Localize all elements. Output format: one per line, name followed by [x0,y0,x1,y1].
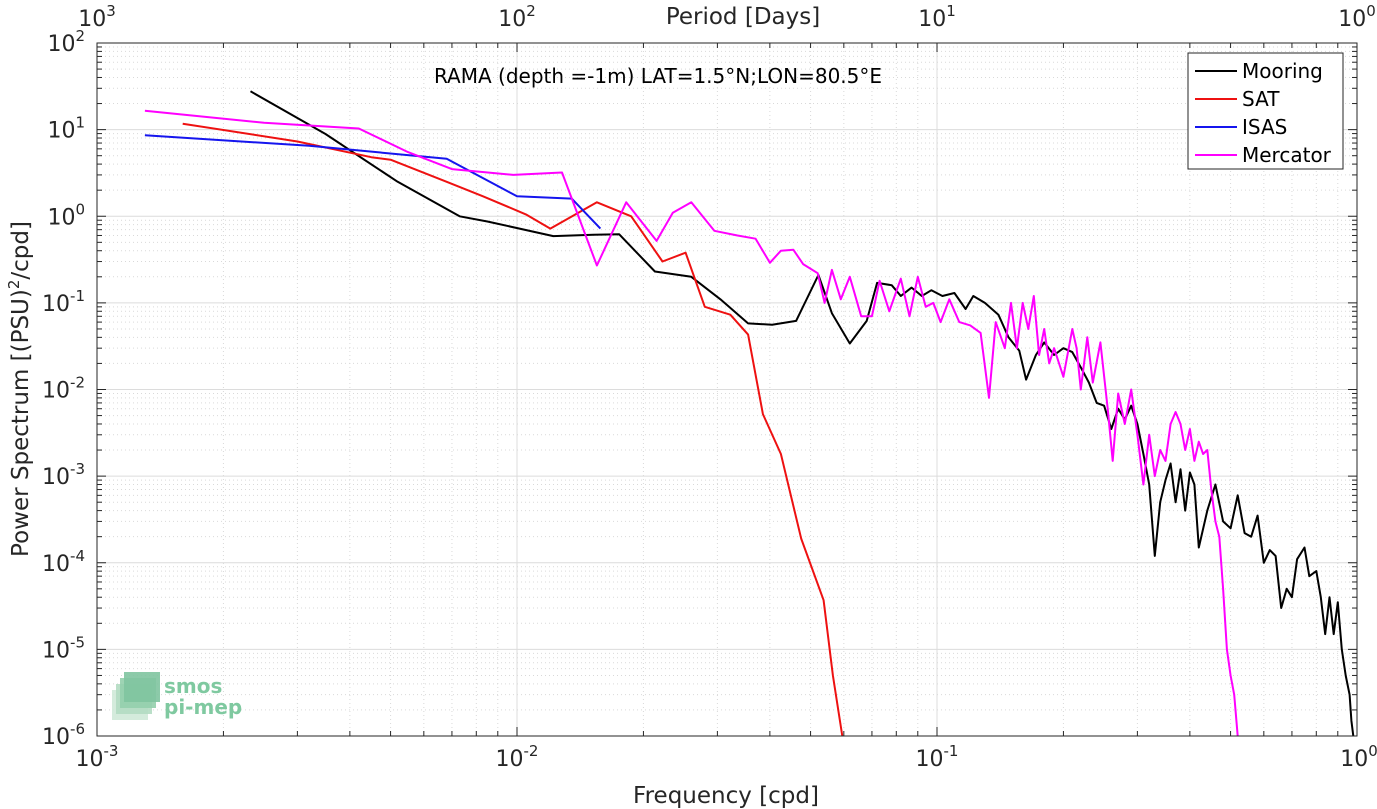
logo-line1: smos [164,674,222,698]
y-axis-label-main: Power Spectrum [(PSU) [8,289,34,557]
x-axis-label: Frequency [cpd] [633,783,819,809]
x-tick-label-exp: -1 [944,742,959,760]
series-line-mooring [250,90,1355,737]
y-tick-label-exp: -4 [70,547,85,565]
logo-layers-icon [112,672,160,720]
y-tick-label: 10-6 [42,720,85,750]
legend-box [1187,52,1344,170]
y-tick-label-base: 10 [47,205,75,230]
top-tick-label: 100 [1338,2,1376,32]
chart-title: RAMA (depth =-1m) LAT=1.5°N;LON=80.5°E [434,64,882,88]
x-tick-label-base: 10 [76,747,104,772]
top-tick-label-exp: 3 [106,2,116,20]
y-tick-label: 101 [47,114,85,144]
x-tick-label: 100 [1340,742,1377,772]
y-tick-label-exp: 1 [75,114,85,132]
y-tick-label: 10-1 [42,287,85,317]
y-tick-label-exp: 2 [75,27,85,45]
top-tick-labels: 103 102 101 100 [78,2,1376,32]
x-tick-label-exp: 0 [1368,742,1377,760]
x-tick-label-base: 10 [496,747,524,772]
top-tick-label-base: 10 [498,7,526,32]
top-tick-label-exp: 0 [1366,2,1376,20]
x-tick-label: 10-2 [496,742,539,772]
x-tick-label: 10-1 [916,742,959,772]
smos-pi-mep-logo: smos pi-mep [112,672,242,720]
logo-line2: pi-mep [164,695,242,719]
legend-label-mercator: Mercator [1242,143,1332,167]
y-tick-label-exp: -5 [70,633,85,651]
y-axis-label-sup: 2 [5,280,23,290]
series-layer [144,90,1355,737]
top-tick-label-exp: 1 [946,2,956,20]
x-tick-label-base: 10 [1340,747,1368,772]
y-tick-label-base: 10 [47,32,75,57]
x-tick-label-exp: -2 [524,742,539,760]
y-tick-label-base: 10 [42,552,70,577]
y-tick-label-base: 10 [42,638,70,663]
y-tick-label: 10-3 [42,460,85,490]
y-tick-label-base: 10 [42,379,70,404]
y-tick-label: 10-2 [42,374,85,404]
y-tick-label-exp: -3 [70,460,85,478]
series-line-sat [182,122,844,737]
y-axis-label-tail: /cpd] [8,221,34,280]
top-tick-label: 102 [498,2,536,32]
top-axis-label: Period [Days] [666,4,820,30]
y-tick-label-base: 10 [42,292,70,317]
y-tick-label-base: 10 [42,465,70,490]
series-line-mercator [144,109,1239,737]
x-tick-label-exp: -3 [104,742,119,760]
top-tick-label-base: 10 [918,7,946,32]
top-tick-label-exp: 2 [526,2,536,20]
y-tick-label-exp: -2 [70,374,85,392]
major-grid [96,42,1358,737]
top-tick-label: 101 [918,2,956,32]
y-tick-label-exp: -6 [70,720,85,738]
legend-label-sat: SAT [1242,87,1280,111]
tick-marks [96,42,1358,737]
series-line-isas [144,134,602,230]
legend: Mooring SAT ISAS Mercator [1187,52,1344,170]
x-tick-label: 10-3 [76,742,119,772]
y-tick-label-exp: 0 [75,200,85,218]
legend-label-isas: ISAS [1242,115,1287,139]
y-axis-label: Power Spectrum [(PSU)2/cpd] [5,221,34,557]
x-tick-label-base: 10 [916,747,944,772]
top-tick-label-base: 10 [78,7,106,32]
y-tick-label: 100 [47,200,85,230]
y-tick-label: 102 [47,27,85,57]
y-tick-label: 10-4 [42,547,85,577]
legend-label-mooring: Mooring [1242,59,1323,83]
y-tick-label: 10-5 [42,633,85,663]
top-tick-label: 103 [78,2,116,32]
y-tick-label-exp: -1 [70,287,85,305]
top-tick-label-base: 10 [1338,7,1366,32]
x-tick-labels: 10-3 10-2 10-1 100 [76,742,1377,772]
y-tick-label-base: 10 [42,725,70,750]
y-tick-label-base: 10 [47,119,75,144]
